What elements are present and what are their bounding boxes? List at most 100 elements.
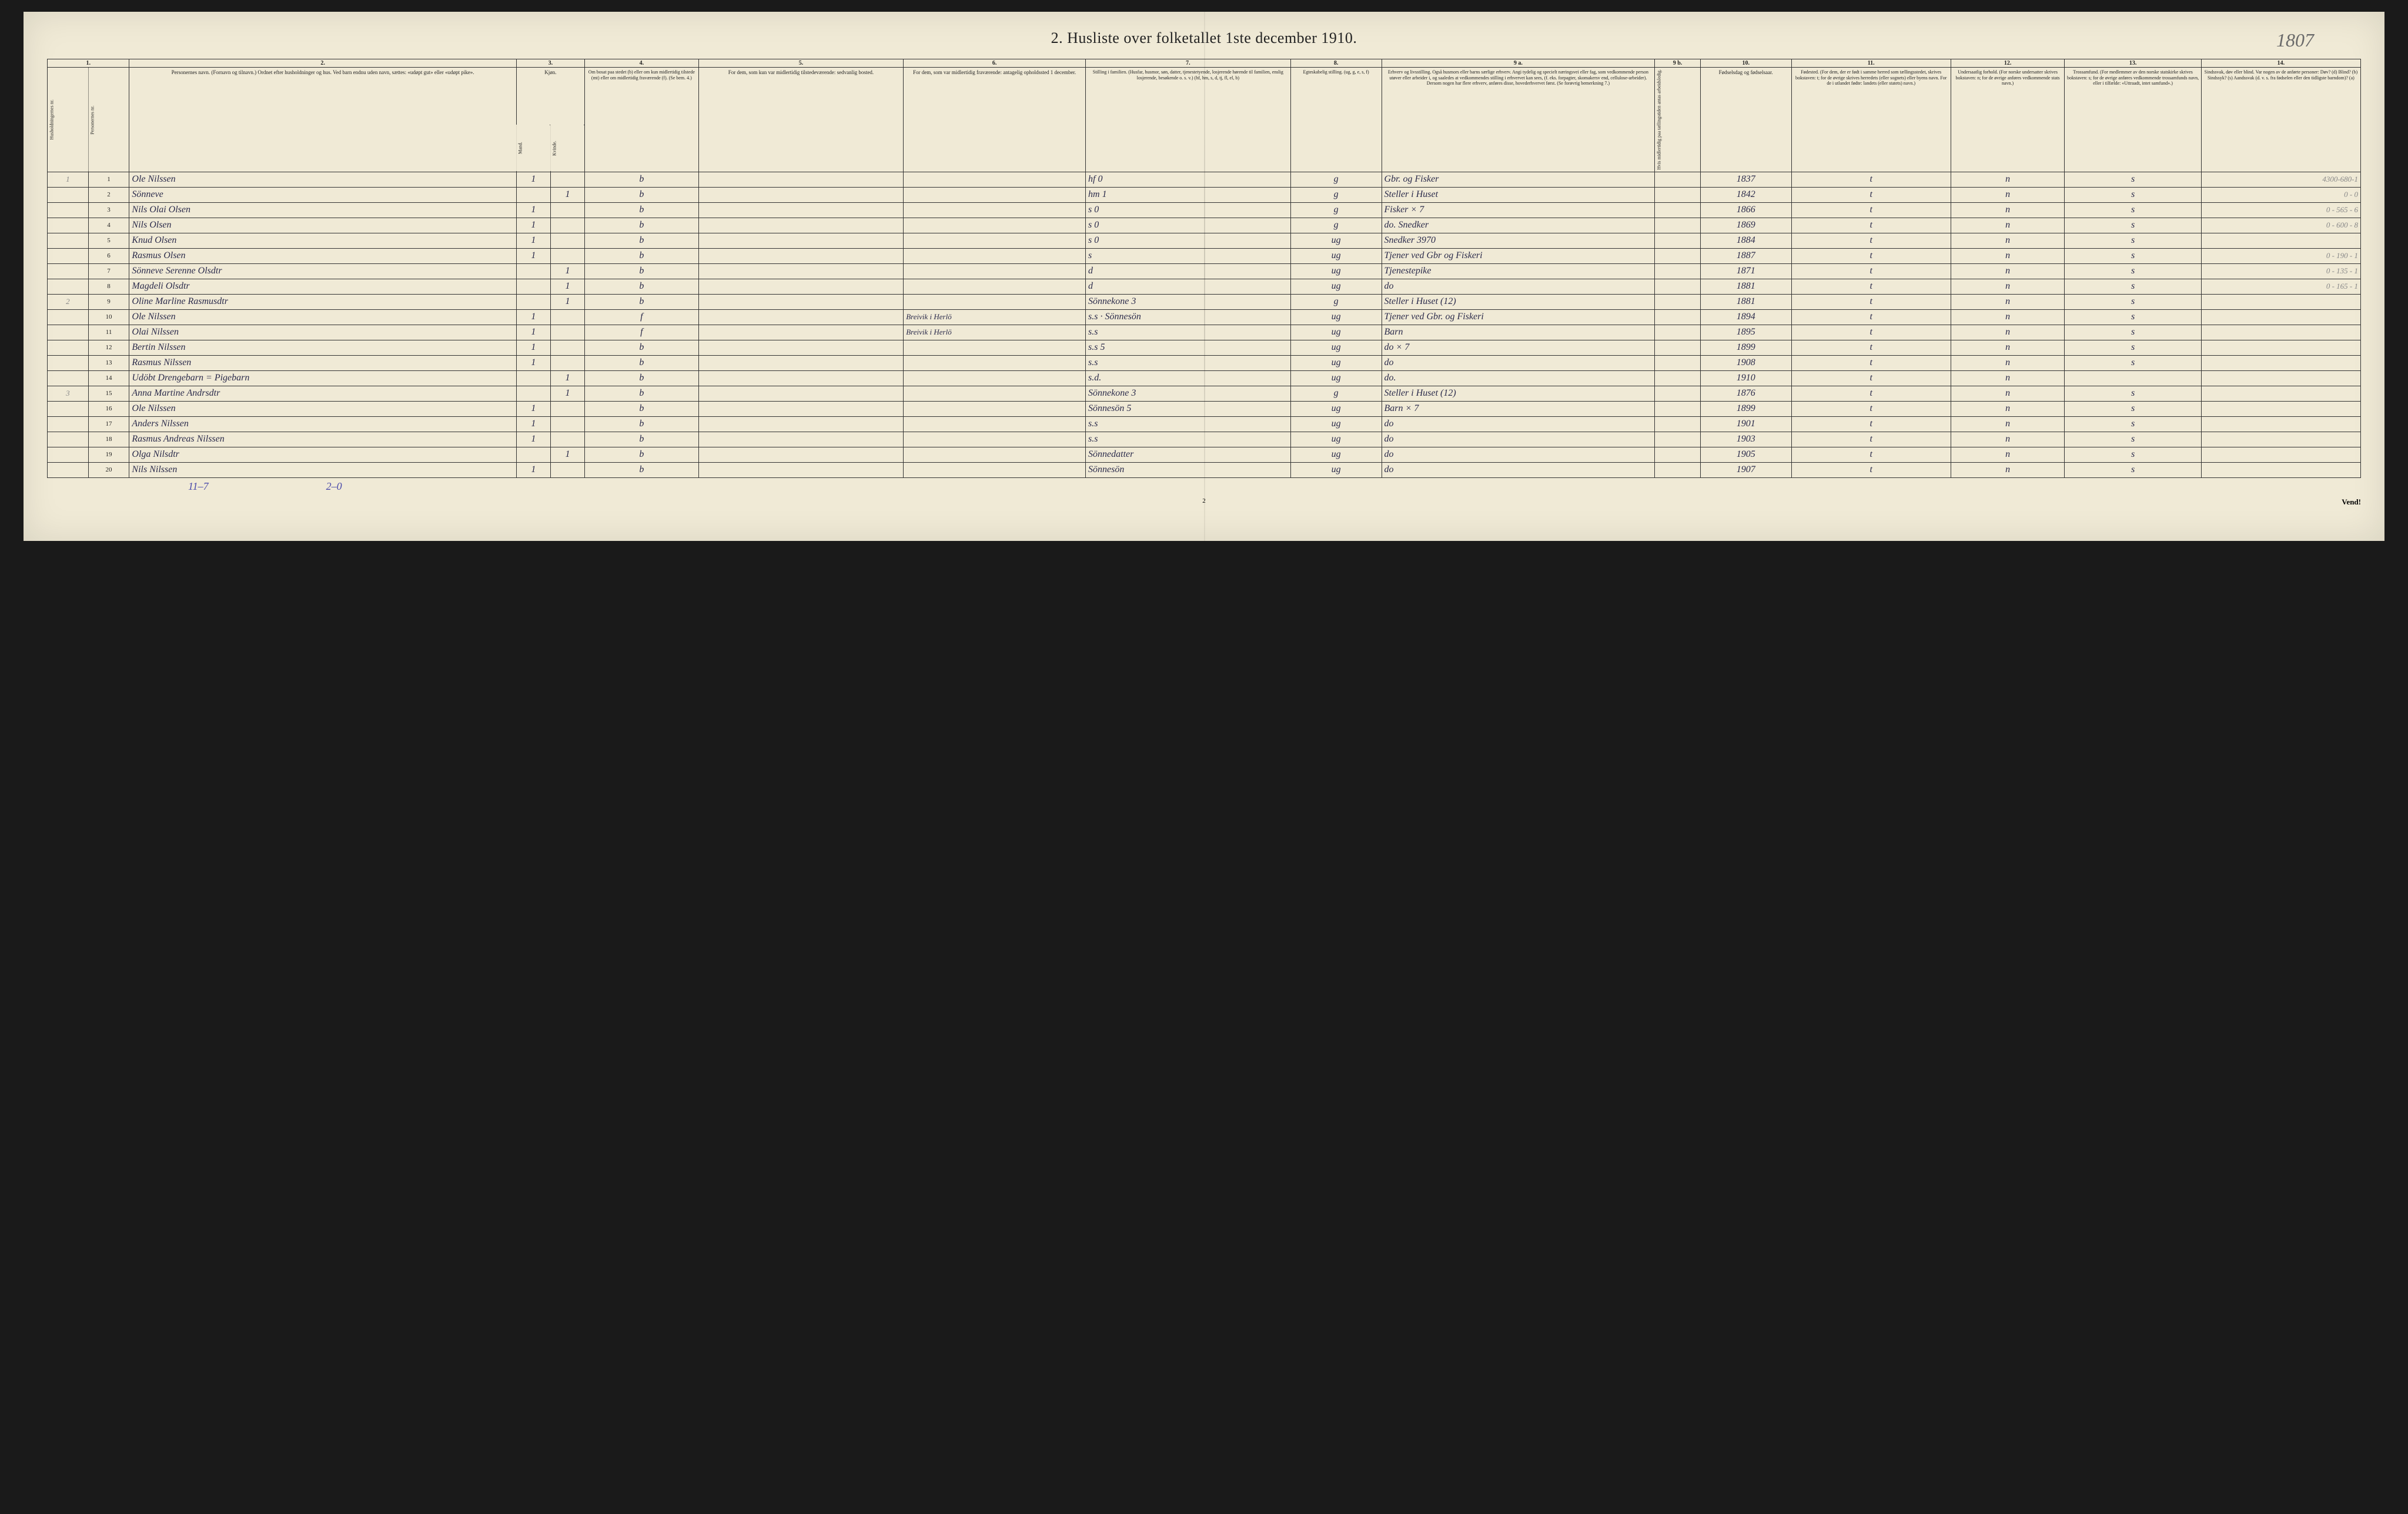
cell-note <box>2201 401 2360 416</box>
col-num-9a: 9 a. <box>1382 59 1655 68</box>
cell-erhverv: do <box>1382 447 1655 462</box>
cell-person-nr: 20 <box>88 462 129 477</box>
cell-hushold-nr <box>48 462 89 477</box>
cell-fravaer <box>904 386 1086 401</box>
cell-fodested: t <box>1791 218 1951 233</box>
cell-name: Rasmus Olsen <box>129 248 516 263</box>
cell-mand: 1 <box>516 462 550 477</box>
cell-note <box>2201 309 2360 325</box>
cell-tilstede <box>698 218 904 233</box>
cell-undersaat: n <box>1951 233 2065 248</box>
cell-egteskab: g <box>1290 187 1382 202</box>
cell-arbeidsledig <box>1655 370 1700 386</box>
cell-tros: s <box>2065 233 2201 248</box>
cell-arbeidsledig <box>1655 447 1700 462</box>
col-num-7: 7. <box>1086 59 1291 68</box>
cell-kvinde <box>550 218 584 233</box>
census-table: 1. 2. 3. 4. 5. 6. 7. 8. 9 a. 9 b. 10. 11… <box>47 59 2361 478</box>
col-num-12: 12. <box>1951 59 2065 68</box>
cell-bosat: b <box>585 187 699 202</box>
cell-egteskab: g <box>1290 172 1382 187</box>
cell-bosat: b <box>585 355 699 370</box>
cell-mand <box>516 187 550 202</box>
annot-mid: 2–0 <box>326 480 342 493</box>
cell-fodested: t <box>1791 187 1951 202</box>
cell-erhverv: Barn × 7 <box>1382 401 1655 416</box>
cell-erhverv: do <box>1382 432 1655 447</box>
cell-tros: s <box>2065 263 2201 279</box>
cell-note <box>2201 386 2360 401</box>
cell-tilstede <box>698 279 904 294</box>
table-row: 3 15 Anna Martine Andrsdtr 1 b Sönnekone… <box>48 386 2361 401</box>
hdr-kvinde: Kvinde. <box>550 125 584 172</box>
cell-fodsel: 1866 <box>1700 202 1791 218</box>
cell-egteskab: g <box>1290 202 1382 218</box>
table-row: 12 Bertin Nilssen 1 b s.s 5 ug do × 7 18… <box>48 340 2361 355</box>
cell-mand: 1 <box>516 172 550 187</box>
cell-stilling: d <box>1086 263 1291 279</box>
cell-bosat: b <box>585 218 699 233</box>
cell-kvinde <box>550 309 584 325</box>
cell-undersaat: n <box>1951 218 2065 233</box>
cell-note <box>2201 416 2360 432</box>
cell-name: Nils Olsen <box>129 218 516 233</box>
cell-hushold-nr <box>48 370 89 386</box>
cell-name: Rasmus Nilssen <box>129 355 516 370</box>
col-num-5: 5. <box>698 59 904 68</box>
cell-kvinde <box>550 172 584 187</box>
cell-stilling: s.s <box>1086 355 1291 370</box>
col-num-8: 8. <box>1290 59 1382 68</box>
cell-arbeidsledig <box>1655 325 1700 340</box>
table-row: 19 Olga Nilsdtr 1 b Sönnedatter ug do 19… <box>48 447 2361 462</box>
cell-tros: s <box>2065 202 2201 218</box>
cell-undersaat: n <box>1951 462 2065 477</box>
cell-person-nr: 17 <box>88 416 129 432</box>
cell-hushold-nr <box>48 432 89 447</box>
hdr-stilling: Stilling i familien. (Husfar, husmor, sø… <box>1086 68 1291 172</box>
cell-fodsel: 1869 <box>1700 218 1791 233</box>
cell-hushold-nr <box>48 325 89 340</box>
cell-hushold-nr <box>48 416 89 432</box>
cell-arbeidsledig <box>1655 248 1700 263</box>
annot-left: 11–7 <box>188 480 209 493</box>
col-num-13: 13. <box>2065 59 2201 68</box>
hdr-tilstede: For dem, som kun var midlertidig tilsted… <box>698 68 904 172</box>
cell-stilling: s.s <box>1086 325 1291 340</box>
cell-kvinde <box>550 462 584 477</box>
cell-kvinde: 1 <box>550 386 584 401</box>
cell-hushold-nr: 2 <box>48 294 89 309</box>
cell-tilstede <box>698 202 904 218</box>
cell-tros: s <box>2065 340 2201 355</box>
cell-stilling: s.s 5 <box>1086 340 1291 355</box>
cell-fodested: t <box>1791 340 1951 355</box>
cell-kvinde <box>550 340 584 355</box>
cell-bosat: b <box>585 263 699 279</box>
cell-name: Knud Olsen <box>129 233 516 248</box>
cell-undersaat: n <box>1951 279 2065 294</box>
cell-fravaer <box>904 218 1086 233</box>
col-num-11: 11. <box>1791 59 1951 68</box>
cell-mand: 1 <box>516 340 550 355</box>
cell-egteskab: ug <box>1290 340 1382 355</box>
cell-person-nr: 14 <box>88 370 129 386</box>
cell-undersaat: n <box>1951 355 2065 370</box>
table-row: 14 Udöbt Drengebarn = Pigebarn 1 b s.d. … <box>48 370 2361 386</box>
cell-tros: s <box>2065 279 2201 294</box>
cell-erhverv: Fisker × 7 <box>1382 202 1655 218</box>
col-num-6: 6. <box>904 59 1086 68</box>
cell-kvinde <box>550 401 584 416</box>
cell-kvinde <box>550 202 584 218</box>
cell-arbeidsledig <box>1655 401 1700 416</box>
cell-person-nr: 4 <box>88 218 129 233</box>
cell-fodested: t <box>1791 202 1951 218</box>
table-row: 10 Ole Nilssen 1 f Breivik i Herlö s.s ·… <box>48 309 2361 325</box>
cell-stilling: s.s <box>1086 432 1291 447</box>
cell-note: 0 - 190 - 1 <box>2201 248 2360 263</box>
cell-fodested: t <box>1791 248 1951 263</box>
cell-note: 0 - 565 - 6 <box>2201 202 2360 218</box>
cell-tilstede <box>698 447 904 462</box>
cell-tilstede <box>698 325 904 340</box>
cell-fodested: t <box>1791 386 1951 401</box>
cell-name: Nils Olai Olsen <box>129 202 516 218</box>
cell-undersaat: n <box>1951 294 2065 309</box>
